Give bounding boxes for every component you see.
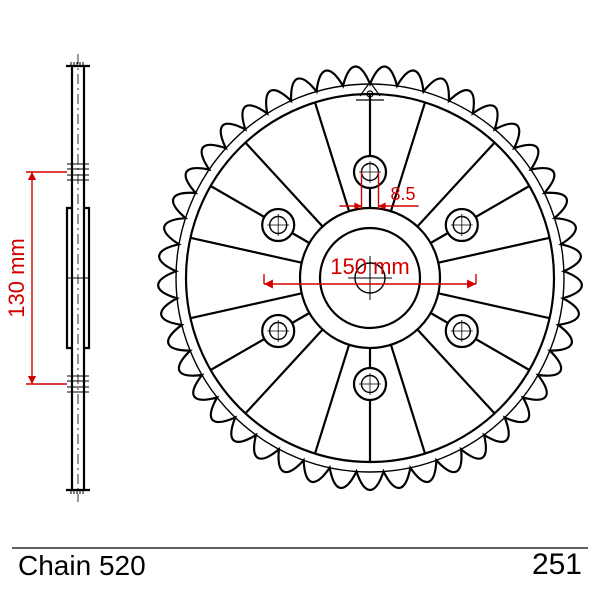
drawing-stage: 130 mm 150 mm 8.5 Chain 520 251: [0, 0, 600, 600]
chain-label: Chain 520: [18, 550, 146, 582]
dim-130mm: 130 mm: [4, 238, 29, 317]
part-number-label: 251: [532, 548, 582, 582]
dim-8_5mm: 8.5: [391, 184, 416, 204]
dim-150mm: 150 mm: [330, 254, 409, 279]
